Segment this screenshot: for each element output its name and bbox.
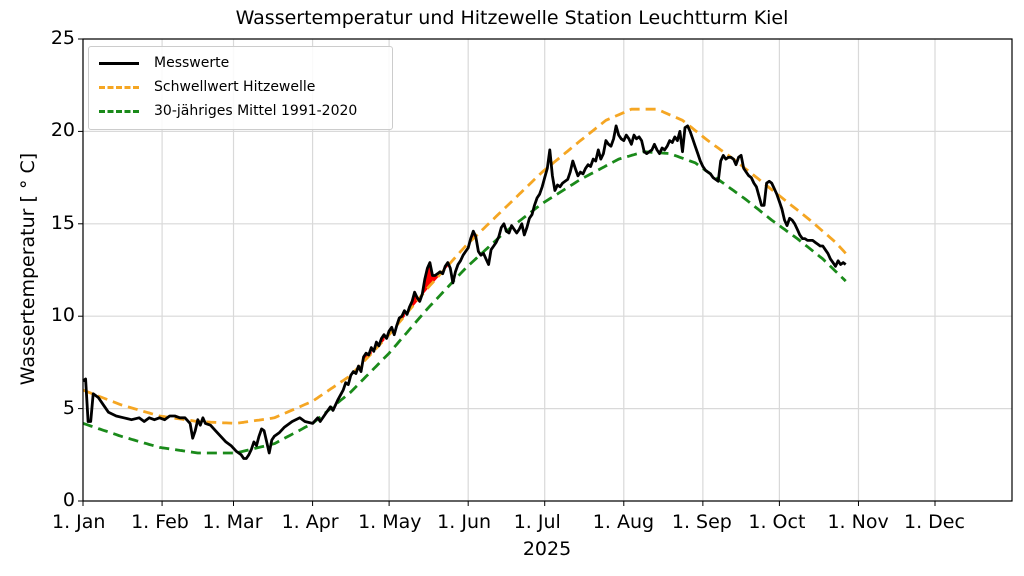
dashed-line-swatch-icon — [99, 85, 139, 89]
x-tick-label: 1. Jan — [52, 511, 106, 533]
x-tick-label: 1. May — [358, 511, 422, 533]
legend-label: 30-jähriges Mittel 1991-2020 — [154, 103, 358, 119]
legend: Messwerte Schwellwert Hitzewelle 30-jähr… — [88, 46, 393, 130]
legend-item-schwellwert: Schwellwert Hitzewelle — [99, 76, 315, 98]
x-tick-label: 1. Dec — [904, 511, 965, 533]
legend-label: Schwellwert Hitzewelle — [154, 79, 316, 95]
y-axis-label: Wassertemperatur [ ° C] — [17, 152, 39, 386]
legend-item-messwerte: Messwerte — [99, 52, 229, 74]
plot-frame — [82, 38, 1013, 502]
y-tick-label: 15 — [50, 211, 75, 234]
y-tick-label: 0 — [62, 489, 75, 511]
x-tick-label: 1. Feb — [131, 511, 189, 533]
y-tick-label: 25 — [50, 27, 75, 49]
x-tick-label: 1. Mar — [202, 511, 263, 533]
dashed-line-swatch-icon — [99, 109, 139, 113]
legend-label: Messwerte — [154, 55, 230, 71]
x-axis-label: 2025 — [522, 538, 572, 560]
x-tick-label: 1. Oct — [748, 511, 806, 533]
solid-line-swatch-icon — [99, 61, 139, 65]
schwellwert-hitzewelle-line — [82, 107, 847, 425]
series-lines — [82, 107, 847, 460]
x-tick-label: 1. Jun — [437, 511, 492, 533]
x-tick-label: 1. Apr — [281, 511, 339, 533]
chart-title: Wassertemperatur und Hitzewelle Station … — [235, 7, 789, 29]
messwerte-line — [82, 124, 847, 460]
x-tick-label: 1. Jul — [513, 511, 561, 533]
y-tick-label: 20 — [50, 119, 75, 142]
x-tick-label: 1. Nov — [827, 511, 889, 533]
x-tick-label: 1. Sep — [671, 511, 732, 533]
x-tick-label: 1. Aug — [592, 511, 655, 533]
y-tick-label: 5 — [62, 396, 75, 419]
legend-item-mittel: 30-jähriges Mittel 1991-2020 — [99, 100, 357, 122]
tick-marks — [78, 38, 936, 506]
y-tick-label: 10 — [50, 304, 75, 327]
30-j-hriges-mittel-1991-2020-line — [82, 150, 847, 455]
